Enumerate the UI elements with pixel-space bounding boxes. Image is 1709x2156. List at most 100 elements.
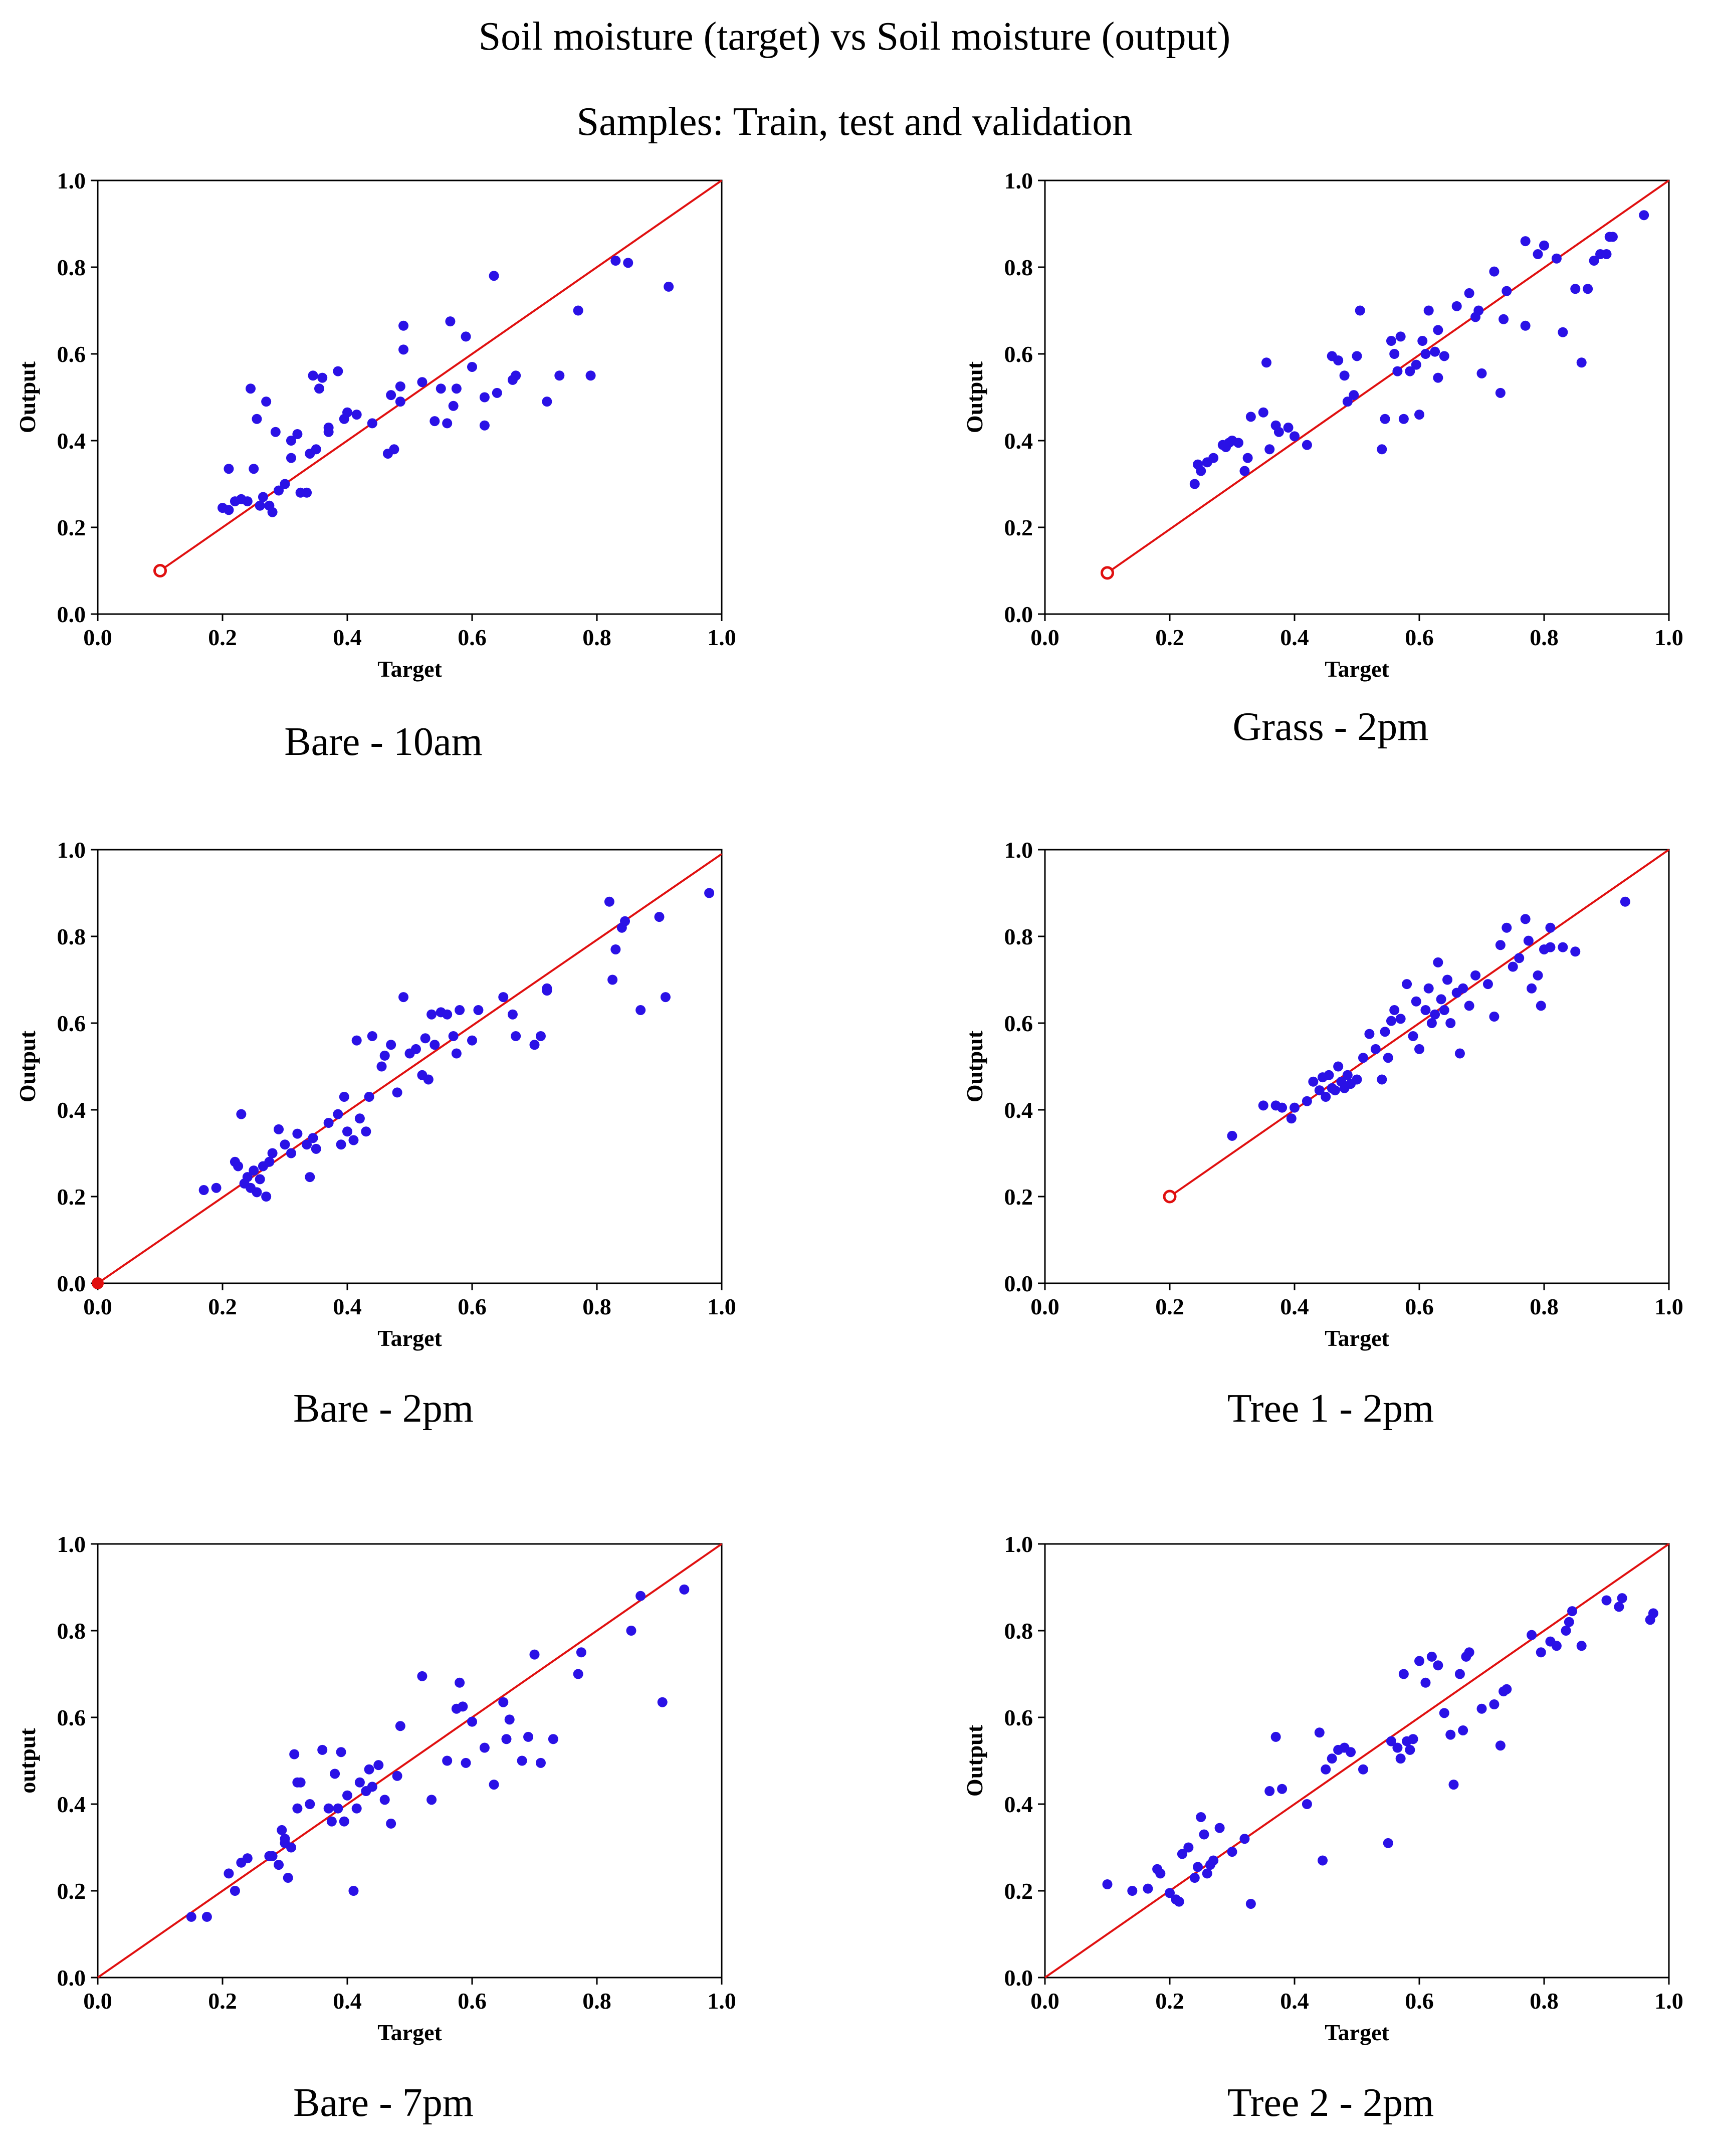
data-point bbox=[1321, 1092, 1331, 1102]
data-point bbox=[339, 1092, 349, 1102]
data-point bbox=[1290, 1102, 1300, 1113]
data-point bbox=[286, 1148, 296, 1158]
scatter-plot: 0.0 0.2 0.4 0.6 0.8 1.0 0.0 0.2 0.4 0.6 0.8 1.0 Targ… bbox=[15, 168, 736, 682]
data-point bbox=[1464, 288, 1474, 298]
data-point bbox=[1196, 1812, 1206, 1822]
chart-caption: Bare - 10am bbox=[284, 720, 483, 764]
data-point bbox=[635, 1005, 646, 1016]
data-point bbox=[1370, 1044, 1381, 1054]
data-point bbox=[392, 1771, 402, 1781]
data-point bbox=[289, 1749, 300, 1759]
data-point bbox=[1227, 1847, 1237, 1857]
data-point bbox=[305, 1799, 315, 1809]
data-point bbox=[535, 1031, 546, 1041]
x-axis-label: Target bbox=[1325, 2020, 1389, 2045]
data-point bbox=[242, 496, 253, 507]
data-point bbox=[548, 1734, 558, 1744]
data-point bbox=[1392, 366, 1403, 376]
x-tick-label: 0.0 bbox=[1030, 625, 1059, 650]
data-point bbox=[620, 916, 630, 926]
data-point bbox=[395, 1721, 405, 1731]
data-point bbox=[430, 416, 440, 427]
data-point bbox=[351, 1803, 362, 1814]
y-tick-label: 0.2 bbox=[1004, 1184, 1033, 1210]
x-tick-label: 1.0 bbox=[1654, 1294, 1683, 1319]
data-point bbox=[1545, 942, 1556, 952]
data-point bbox=[1242, 453, 1253, 463]
chart-caption: Grass - 2pm bbox=[1232, 705, 1429, 749]
data-point bbox=[302, 487, 312, 498]
data-point bbox=[242, 1172, 253, 1183]
data-point bbox=[1545, 922, 1556, 933]
data-point bbox=[1177, 1849, 1187, 1859]
data-point bbox=[1536, 1647, 1546, 1658]
data-point bbox=[660, 992, 671, 1003]
data-point bbox=[517, 1755, 527, 1766]
x-tick-label: 0.2 bbox=[208, 1294, 237, 1319]
data-point bbox=[267, 507, 278, 517]
data-point bbox=[1208, 453, 1219, 463]
scatter-plot: 0.0 0.2 0.4 0.6 0.8 1.0 0.0 0.2 0.4 0.6 0.8 1.0 Targ… bbox=[962, 837, 1683, 1351]
data-point bbox=[280, 479, 290, 489]
data-point bbox=[1342, 1070, 1353, 1080]
data-point bbox=[249, 464, 259, 474]
data-point bbox=[585, 370, 596, 381]
data-point bbox=[451, 383, 462, 394]
y-tick-label: 1.0 bbox=[1004, 168, 1033, 193]
data-point bbox=[664, 281, 674, 292]
y-tick-label: 0.2 bbox=[1004, 515, 1033, 540]
x-tick-label: 0.2 bbox=[208, 625, 237, 650]
data-point bbox=[395, 397, 405, 407]
data-point bbox=[333, 366, 343, 376]
data-point bbox=[1430, 1009, 1440, 1020]
data-point bbox=[529, 1649, 540, 1660]
data-point bbox=[398, 992, 409, 1003]
x-tick-label: 1.0 bbox=[707, 625, 736, 650]
fit-line bbox=[97, 1543, 723, 1979]
data-point bbox=[1495, 387, 1506, 398]
data-point bbox=[1527, 1630, 1537, 1640]
data-point bbox=[1308, 1076, 1319, 1087]
data-point bbox=[252, 1187, 262, 1198]
data-point bbox=[233, 1161, 244, 1171]
y-tick-label: 0.0 bbox=[57, 602, 86, 627]
data-point bbox=[529, 1040, 540, 1050]
data-point bbox=[1408, 1734, 1418, 1744]
x-axis-label: Target bbox=[1325, 1325, 1389, 1351]
data-point bbox=[201, 1911, 212, 1922]
data-point bbox=[1414, 1044, 1424, 1054]
data-point bbox=[1383, 1053, 1393, 1063]
data-point bbox=[311, 1143, 321, 1154]
data-point bbox=[1314, 1085, 1325, 1096]
data-point bbox=[295, 1777, 306, 1788]
data-point bbox=[1439, 1005, 1449, 1016]
data-point bbox=[236, 1109, 247, 1119]
x-tick-label: 0.8 bbox=[582, 1294, 611, 1319]
data-point bbox=[308, 370, 318, 381]
data-point bbox=[270, 427, 281, 437]
data-point bbox=[1617, 1593, 1627, 1604]
data-point bbox=[1508, 961, 1518, 972]
data-point bbox=[342, 1126, 352, 1137]
data-point bbox=[1277, 1102, 1288, 1113]
data-point bbox=[654, 912, 665, 922]
y-tick-label: 0.0 bbox=[57, 1965, 86, 1991]
data-point bbox=[704, 888, 715, 898]
x-tick-label: 0.8 bbox=[582, 625, 611, 650]
data-point bbox=[1389, 1005, 1400, 1016]
data-point bbox=[1464, 1001, 1474, 1011]
data-point bbox=[354, 1113, 365, 1124]
data-point bbox=[336, 1139, 346, 1150]
data-point bbox=[224, 1868, 234, 1879]
data-point bbox=[252, 414, 262, 424]
data-point bbox=[379, 1050, 390, 1061]
data-point bbox=[1648, 1608, 1658, 1619]
data-point bbox=[1318, 1855, 1328, 1866]
data-point bbox=[573, 1669, 583, 1679]
data-point bbox=[1386, 336, 1396, 346]
data-point bbox=[1433, 957, 1443, 967]
data-point bbox=[367, 418, 377, 429]
data-point bbox=[423, 1074, 434, 1085]
data-point bbox=[1324, 1070, 1334, 1080]
data-point bbox=[1454, 1048, 1465, 1059]
